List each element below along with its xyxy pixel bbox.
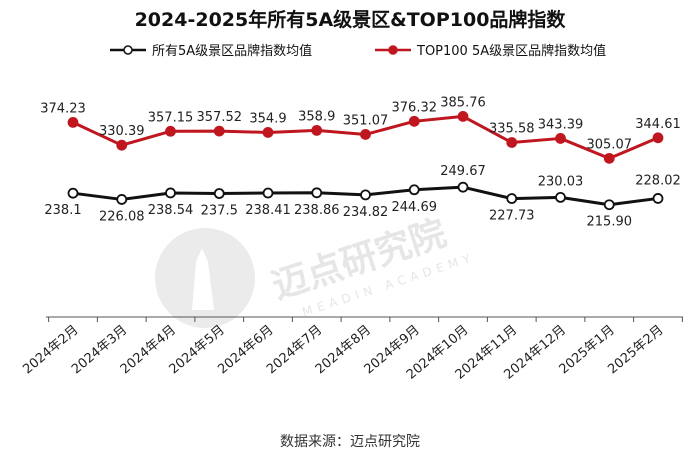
data-point [603,152,615,164]
data-point [457,111,469,122]
source-note: 数据来源：迈点研究院 [280,434,420,450]
data-point [457,181,469,193]
data-label: 376.32 [392,100,438,115]
data-label: 357.15 [148,110,194,125]
data-label: 237.5 [201,204,238,219]
data-label: 343.39 [538,117,584,132]
legend-marker-1 [123,45,133,55]
legend-label-2: TOP100 5A级景区品牌指数均值 [416,43,606,59]
data-label: 385.76 [440,95,486,110]
x-axis-ticks: 2024年2月2024年3月2024年4月2024年5月2024年6月2024年… [20,317,683,383]
data-point [555,191,566,203]
data-label: 374.23 [40,101,86,116]
data-label: 354.9 [249,111,286,126]
data-label: 230.03 [538,174,584,189]
data-point [116,194,128,205]
data-point [311,187,323,199]
data-label: 238.41 [245,203,291,218]
watermark: 迈点研究院 MEADIN ACADEMY [155,213,477,328]
data-label: 226.08 [99,209,145,224]
data-label: 215.90 [587,215,633,230]
data-point [311,124,323,136]
data-point [67,117,79,128]
data-point [360,129,371,140]
data-label: 305.07 [587,137,633,152]
data-point [603,199,615,211]
data-label: 228.02 [635,173,681,188]
data-point [408,184,420,196]
series-layer: 238.1 226.08 238.54 237.5 238.41 238.86 234.82… [40,95,681,229]
legend: 所有5A级景区品牌指数均值 TOP100 5A级景区品牌指数均值 [110,43,606,59]
data-point [213,188,225,199]
data-point [408,115,420,127]
data-point [262,127,274,138]
data-point [165,187,176,199]
data-label: 344.61 [635,117,681,132]
data-label: 358.9 [298,109,335,124]
data-label: 330.39 [99,124,145,139]
data-point [652,132,664,144]
legend-marker-2 [388,45,398,55]
data-point [165,125,176,137]
data-point [116,139,128,151]
data-point [360,189,371,201]
data-label: 227.73 [489,209,535,224]
data-point [213,125,225,137]
data-point [652,193,664,204]
data-label: 335.58 [489,121,535,136]
data-label: 238.54 [148,203,194,218]
data-label: 244.69 [392,200,438,215]
data-label: 351.07 [343,113,389,128]
data-point [555,133,566,144]
data-point [506,137,518,148]
data-label: 357.52 [197,110,243,125]
data-label: 238.1 [44,203,81,218]
data-point [506,193,518,204]
data-label: 234.82 [343,205,389,220]
data-point [67,187,79,199]
data-point [262,187,274,199]
legend-label-1: 所有5A级景区品牌指数均值 [152,43,312,59]
data-label: 249.67 [440,164,486,179]
watermark-tower-icon [192,248,214,310]
chart-title: 2024-2025年所有5A级景区&TOP100品牌指数 [135,8,567,31]
data-label: 238.86 [294,203,340,218]
